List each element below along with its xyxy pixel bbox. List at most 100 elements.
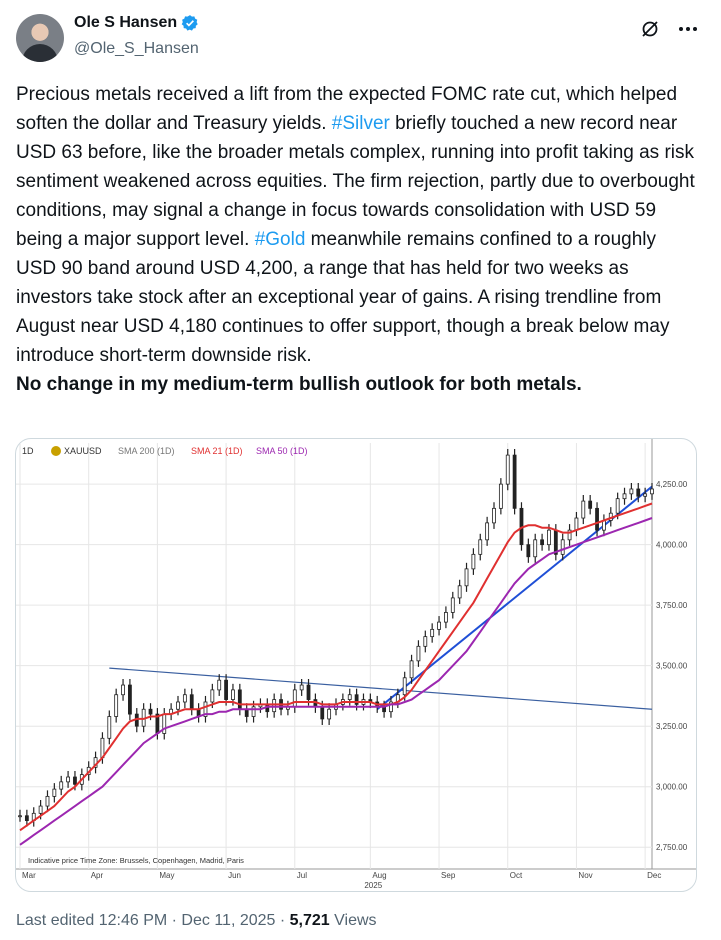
- price-candle-body: [402, 677, 407, 696]
- price-candle-body: [73, 776, 77, 785]
- x-tick-label: Dec: [647, 871, 661, 880]
- price-candle-body: [464, 568, 469, 587]
- edited-timestamp[interactable]: Last edited 12:46 PM · Dec 11, 2025 ·: [16, 912, 290, 929]
- price-candle-body: [107, 716, 112, 739]
- price-candle-body: [59, 781, 64, 790]
- price-candle-body: [347, 694, 352, 700]
- x-tick-label: Jul: [297, 871, 307, 880]
- sma-line: [19, 502, 653, 832]
- view-count: 5,721: [289, 912, 330, 929]
- price-candle-body: [567, 529, 572, 541]
- more-options-icon[interactable]: [677, 18, 699, 40]
- price-candle-body: [306, 684, 311, 700]
- price-candle-body: [547, 529, 551, 546]
- price-candle-body: [629, 488, 634, 495]
- price-candle-body: [574, 517, 579, 531]
- x-year-label: 2025: [364, 881, 382, 890]
- tweet-bold-line: No change in my medium-term bullish outl…: [16, 374, 582, 395]
- price-candle-body: [320, 706, 325, 720]
- price-candle-body: [622, 493, 627, 500]
- verified-badge-icon: [181, 15, 198, 31]
- price-candle-body: [498, 483, 503, 509]
- price-candle-body: [176, 701, 180, 710]
- tweet-text-part: meanwhile remains confined to a roughly …: [16, 229, 670, 366]
- price-candle-body: [217, 679, 222, 691]
- price-candle-body: [512, 454, 517, 509]
- views-label: Views: [329, 912, 377, 929]
- price-candle-body: [444, 612, 448, 623]
- price-candle-body: [38, 805, 43, 814]
- price-candle-body: [636, 488, 641, 497]
- price-candle-body: [292, 689, 297, 708]
- price-candle-body: [121, 684, 125, 696]
- price-candle-body: [450, 597, 455, 613]
- price-candle-body: [231, 689, 235, 700]
- tweet-text-part: briefly touched a new record near USD 63…: [16, 113, 695, 250]
- x-tick-label: May: [159, 871, 174, 880]
- gold-symbol-icon: [51, 446, 61, 456]
- price-candle-body: [526, 544, 531, 558]
- price-candle-body: [189, 694, 194, 710]
- legend-label: SMA 200 (1D): [118, 446, 175, 456]
- price-candle-body: [327, 708, 332, 720]
- author-name-row[interactable]: Ole S Hansen: [74, 14, 199, 32]
- tweet-text: Precious metals received a lift from the…: [16, 80, 696, 399]
- price-candle-body: [437, 621, 441, 630]
- grok-icon[interactable]: [639, 18, 661, 40]
- legend-label: SMA 21 (1D): [191, 446, 243, 456]
- price-candle-body: [148, 708, 153, 715]
- hashtag-silver[interactable]: #Silver: [331, 113, 390, 134]
- price-candle-body: [423, 636, 428, 647]
- price-candle-body: [203, 701, 208, 717]
- price-candle-body: [389, 701, 393, 713]
- price-candle-body: [251, 706, 256, 717]
- price-candle-body: [492, 507, 496, 524]
- price-candle-body: [588, 500, 593, 509]
- price-candle-body: [595, 507, 599, 531]
- price-candle-body: [457, 585, 462, 599]
- resistance-trendline: [109, 667, 653, 710]
- price-candle-body: [18, 815, 22, 818]
- legend-label: SMA 50 (1D): [256, 446, 308, 456]
- price-candle-body: [478, 539, 483, 555]
- price-candle-body: [66, 776, 70, 783]
- price-candle-body: [581, 500, 586, 519]
- price-candle-body: [643, 493, 648, 497]
- y-tick-label: 3,500.00: [656, 662, 688, 671]
- price-candle-body: [182, 694, 187, 703]
- avatar[interactable]: [16, 14, 64, 62]
- author-name[interactable]: Ole S Hansen: [74, 14, 178, 31]
- chart-footer-note: Indicative price Time Zone: Brussels, Co…: [28, 856, 244, 865]
- gold-price-chart: 2,750.00 3,000.00 3,250.00 3,500.00 3,750.00…: [16, 439, 696, 890]
- x-tick-label: Mar: [22, 871, 36, 880]
- sma-line: [19, 517, 653, 846]
- price-candle-body: [128, 684, 132, 715]
- price-candle-body: [354, 694, 359, 705]
- y-tick-label: 3,000.00: [656, 783, 688, 792]
- y-tick-label: 2,750.00: [656, 843, 688, 852]
- price-candle-body: [485, 522, 490, 541]
- x-tick-label: Aug: [372, 871, 386, 880]
- y-tick-label: 4,000.00: [656, 541, 688, 550]
- price-candle-body: [210, 689, 215, 703]
- price-candle-body: [224, 679, 228, 700]
- x-tick-label: Oct: [510, 871, 523, 880]
- price-candle-body: [409, 660, 414, 679]
- price-candle-body: [430, 628, 435, 638]
- y-tick-label: 3,750.00: [656, 601, 688, 610]
- price-candle-body: [244, 708, 249, 717]
- price-candle-body: [24, 815, 29, 821]
- price-candle-body: [272, 699, 277, 713]
- price-candle-body: [237, 689, 242, 710]
- tweet-meta: Last edited 12:46 PM · Dec 11, 2025 · 5,…: [16, 912, 377, 930]
- chart-image[interactable]: 2,750.00 3,000.00 3,250.00 3,500.00 3,750.00…: [15, 438, 697, 892]
- price-candle-body: [650, 488, 654, 495]
- price-candle-body: [114, 694, 119, 717]
- price-candle-body: [52, 788, 57, 797]
- price-candle-body: [45, 795, 50, 807]
- price-candle-body: [299, 684, 304, 691]
- legend-label: XAUUSD: [64, 446, 102, 456]
- legend-label: 1D: [22, 446, 34, 456]
- hashtag-gold[interactable]: #Gold: [254, 229, 306, 250]
- author-handle[interactable]: @Ole_S_Hansen: [74, 40, 199, 57]
